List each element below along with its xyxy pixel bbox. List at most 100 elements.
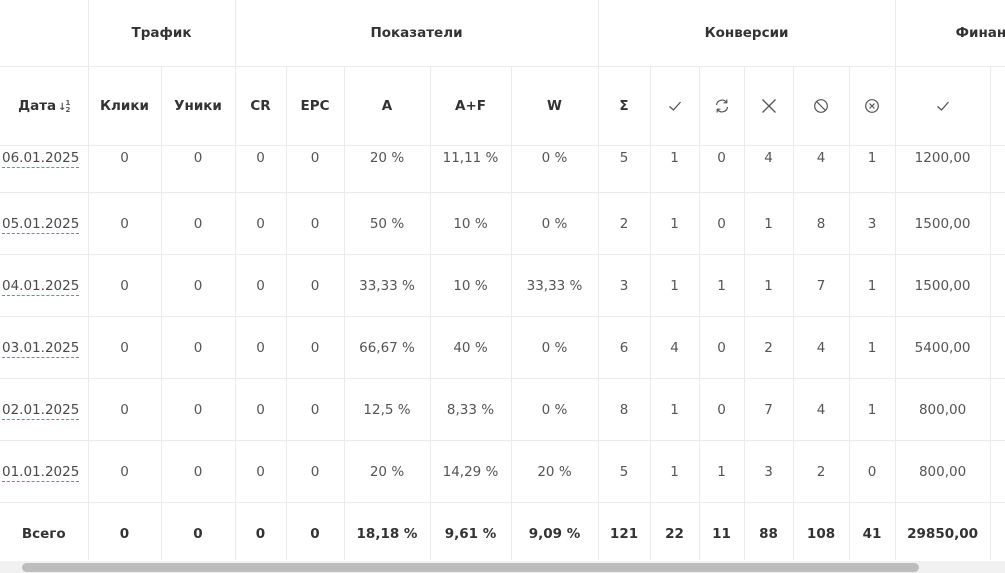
date-link[interactable]: 06.01.2025 (2, 150, 80, 168)
date-link[interactable]: 05.01.2025 (2, 215, 80, 234)
total-uniques: 0 (161, 502, 236, 560)
table-row: 03.01.2025 0 0 0 0 66,67 % 40 % 0 % 6 4 … (0, 316, 1005, 379)
finance-cell: 1200,00 (895, 145, 991, 193)
a-cell: 20 % (344, 145, 431, 193)
group-empty (0, 0, 89, 67)
col-af-header[interactable]: A+F (430, 66, 512, 146)
af-cell: 8,33 % (430, 378, 512, 441)
col-rejected-header[interactable] (744, 66, 794, 146)
col-uniques-header[interactable]: Уники (161, 66, 236, 146)
sum-cell: 8 (598, 378, 651, 441)
clicks-cell: 0 (88, 440, 162, 503)
epc-cell: 0 (286, 192, 345, 255)
clicks-cell: 0 (88, 254, 162, 317)
epc-cell: 0 (286, 378, 345, 441)
date-link[interactable]: 03.01.2025 (2, 339, 80, 358)
col-processing-header[interactable] (699, 66, 745, 146)
col-w-header[interactable]: W (511, 66, 599, 146)
cr-cell: 0 (235, 440, 287, 503)
date-cell[interactable]: 04.01.2025 (0, 254, 89, 317)
processing-cell: 0 (699, 145, 745, 193)
col-cr-header[interactable]: CR (235, 66, 287, 146)
approved-cell: 1 (650, 378, 700, 441)
col-date-header[interactable]: Дата ↓1 2 (0, 66, 89, 146)
col-sum-header[interactable]: Σ (598, 66, 651, 146)
total-a: 18,18 % (344, 502, 431, 560)
date-cell[interactable]: 03.01.2025 (0, 316, 89, 379)
approved-cell: 1 (650, 145, 700, 193)
rejected-cell: 3 (744, 440, 794, 503)
rejected-cell: 2 (744, 316, 794, 379)
col-finance-approved-header[interactable] (895, 66, 991, 146)
processing-cell: 0 (699, 316, 745, 379)
trash-cell: 2 (793, 440, 850, 503)
date-cell[interactable]: 01.01.2025 (0, 440, 89, 503)
table-row: 04.01.2025 0 0 0 0 33,33 % 10 % 33,33 % … (0, 254, 1005, 317)
finance-next-cell (990, 254, 1005, 317)
clicks-cell: 0 (88, 145, 162, 193)
clicks-cell: 0 (88, 192, 162, 255)
col-a-header[interactable]: A (344, 66, 431, 146)
uniques-cell: 0 (161, 254, 236, 317)
a-cell: 12,5 % (344, 378, 431, 441)
sum-cell: 5 (598, 145, 651, 193)
af-cell: 10 % (430, 254, 512, 317)
trash-cell: 7 (793, 254, 850, 317)
rejected-cell: 7 (744, 378, 794, 441)
date-link[interactable]: 02.01.2025 (2, 401, 80, 420)
w-cell: 0 % (511, 316, 599, 379)
total-sum: 121 (598, 502, 651, 560)
processing-cell: 0 (699, 378, 745, 441)
cancelled-cell: 1 (849, 145, 896, 193)
date-cell[interactable]: 02.01.2025 (0, 378, 89, 441)
col-finance-next-header (990, 66, 1005, 146)
cr-cell: 0 (235, 316, 287, 379)
table-row: 05.01.2025 0 0 0 0 50 % 10 % 0 % 2 1 0 1… (0, 192, 1005, 255)
approved-cell: 1 (650, 192, 700, 255)
cr-cell: 0 (235, 145, 287, 193)
col-clicks-header[interactable]: Клики (88, 66, 162, 146)
cancelled-cell: 1 (849, 378, 896, 441)
finance-next-cell (990, 192, 1005, 255)
sum-cell: 6 (598, 316, 651, 379)
epc-cell: 0 (286, 316, 345, 379)
total-rejected: 88 (744, 502, 794, 560)
col-epc-header[interactable]: EPC (286, 66, 345, 146)
af-cell: 14,29 % (430, 440, 512, 503)
date-cell[interactable]: 06.01.2025 (0, 145, 89, 193)
total-cancelled: 41 (849, 502, 896, 560)
w-cell: 0 % (511, 145, 599, 193)
total-finance-next (990, 502, 1005, 560)
date-link[interactable]: 04.01.2025 (2, 277, 80, 296)
cr-cell: 0 (235, 192, 287, 255)
rejected-cell: 4 (744, 145, 794, 193)
clicks-cell: 0 (88, 378, 162, 441)
horizontal-scrollbar[interactable] (0, 561, 1005, 573)
scrollbar-thumb[interactable] (22, 563, 919, 572)
col-trash-header[interactable] (793, 66, 850, 146)
sum-cell: 3 (598, 254, 651, 317)
finance-next-cell (990, 440, 1005, 503)
finance-cell: 1500,00 (895, 192, 991, 255)
rejected-cell: 1 (744, 254, 794, 317)
epc-cell: 0 (286, 254, 345, 317)
sort-ascending-icon[interactable]: ↓1 2 (58, 99, 70, 114)
stats-table-container: Трафик Показатели Конверсии Финан Дата ↓1… (0, 0, 1005, 560)
date-link[interactable]: 01.01.2025 (2, 463, 80, 482)
col-cancelled-header[interactable] (849, 66, 896, 146)
table-row: 02.01.2025 0 0 0 0 12,5 % 8,33 % 0 % 8 1… (0, 378, 1005, 441)
a-cell: 20 % (344, 440, 431, 503)
w-cell: 0 % (511, 378, 599, 441)
check-icon (668, 101, 681, 111)
af-cell: 10 % (430, 192, 512, 255)
group-metrics: Показатели (235, 0, 599, 67)
col-approved-header[interactable] (650, 66, 700, 146)
total-cr: 0 (235, 502, 287, 560)
finance-next-cell (990, 145, 1005, 193)
finance-cell: 1500,00 (895, 254, 991, 317)
group-conversions: Конверсии (598, 0, 896, 67)
cancelled-cell: 1 (849, 254, 896, 317)
date-cell[interactable]: 05.01.2025 (0, 192, 89, 255)
total-row: Всего 0 0 0 0 18,18 % 9,61 % 9,09 % 121 … (0, 502, 1005, 560)
finance-cell: 5400,00 (895, 316, 991, 379)
